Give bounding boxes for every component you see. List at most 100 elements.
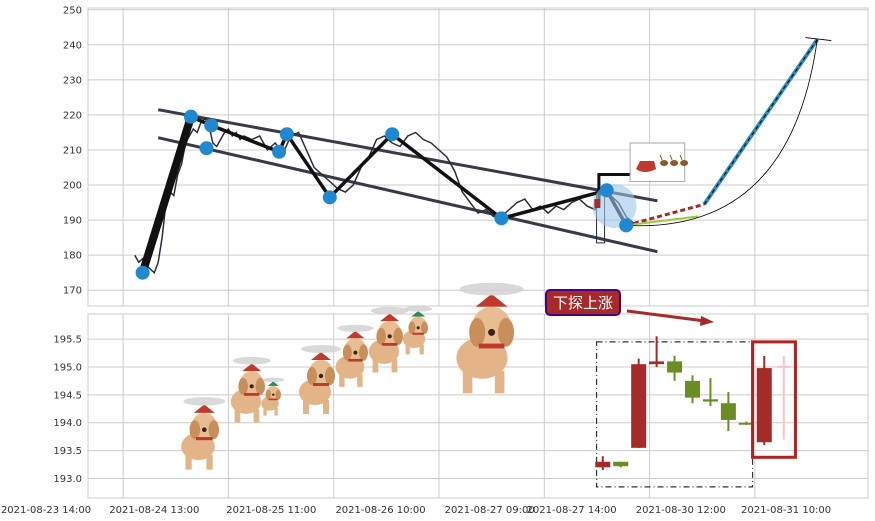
dog-leg — [494, 370, 505, 394]
antler — [659, 154, 663, 161]
dog-nose — [488, 328, 496, 336]
annotation-label: 下探上涨 — [553, 294, 613, 312]
x-tick-label: 2021-08-25 11:00 — [226, 505, 316, 516]
top-y-ticks: 170 180 190 200 210 220 230 240 250 — [63, 5, 82, 296]
candle-body — [685, 380, 700, 398]
dog-leg — [372, 359, 379, 373]
top-y-tick-label: 220 — [63, 110, 82, 121]
dog-icon — [335, 324, 374, 387]
dog-nose — [387, 334, 392, 339]
top-y-tick-label: 240 — [63, 40, 82, 51]
dog-ear — [238, 377, 248, 395]
candle-body — [756, 368, 772, 443]
projection-leg-2-dash — [703, 39, 818, 205]
dog-ear — [469, 318, 486, 347]
x-tick-label: 2021-08-23 14:00 — [1, 505, 91, 516]
dog-nose — [318, 373, 324, 379]
dog-icon — [261, 377, 285, 416]
top-grid — [88, 8, 868, 306]
dog-ear — [189, 420, 201, 440]
candle-body — [738, 422, 754, 425]
dog-hat — [475, 294, 508, 307]
dog-ear — [208, 420, 219, 440]
candle-body — [720, 403, 736, 420]
propeller-icon — [404, 306, 433, 312]
bottom-y-ticks: 193.0 193.5 194.0 194.5 195.0 195.5 — [53, 335, 82, 485]
dog-collar — [313, 383, 329, 386]
top-y-tick-label: 200 — [63, 181, 82, 192]
x-tick-label: 2021-08-30 12:00 — [636, 505, 726, 516]
dog-ear — [498, 318, 514, 347]
dog-collar — [382, 342, 398, 346]
candle-body — [702, 399, 718, 402]
dog-ear — [421, 321, 428, 335]
candle-body — [595, 461, 611, 468]
zigzag-line — [140, 114, 628, 274]
dog-nose — [272, 393, 275, 396]
pivot-point — [199, 141, 214, 156]
dog-ear — [359, 344, 368, 361]
dog-icon — [368, 306, 409, 373]
pivot-point — [279, 127, 294, 142]
dog-leg — [462, 370, 473, 394]
reindeer — [670, 159, 679, 166]
bottom-grid — [88, 314, 868, 498]
top-plot-layer — [134, 37, 832, 280]
dog-leg — [323, 400, 329, 414]
top-y-tick-label: 180 — [63, 251, 82, 262]
top-y-tick-label: 190 — [63, 216, 82, 227]
propeller-icon — [370, 306, 409, 315]
dog-collar — [244, 392, 260, 396]
dog-leg — [339, 374, 345, 387]
annotation-arrow-head — [700, 316, 714, 326]
pivot-point — [204, 118, 219, 133]
top-y-tick-label: 210 — [63, 145, 82, 156]
dog-ear — [376, 327, 386, 345]
top-y-tick-label: 230 — [63, 75, 82, 86]
reindeer — [680, 159, 689, 166]
annotation-layer: 下探上涨 — [545, 289, 621, 316]
bottom-plot-layer — [595, 309, 797, 488]
dog-collar — [268, 398, 278, 401]
dog-icon — [456, 282, 524, 394]
dog-collar — [348, 358, 363, 362]
x-tick-label: 2021-08-27 09:00 — [445, 505, 535, 516]
dog-nose — [249, 384, 254, 389]
antler — [679, 154, 683, 161]
sleigh-body — [636, 160, 657, 172]
dog-leg — [206, 454, 213, 470]
dog-nose — [353, 350, 358, 355]
pivot-point — [619, 218, 634, 233]
dog-hat — [193, 404, 215, 413]
dog-leg — [274, 407, 278, 416]
dog-collar — [478, 343, 505, 349]
x-tick-label: 2021-08-31 10:00 — [741, 505, 831, 516]
reindeer — [660, 159, 669, 166]
dog-ear — [307, 367, 317, 385]
propeller-icon — [262, 377, 285, 383]
dog-leg — [391, 359, 398, 373]
candle-body — [631, 364, 647, 448]
pivot-point — [322, 190, 337, 205]
bottom-y-tick-label: 195.0 — [53, 362, 82, 373]
price-red-marker — [594, 199, 601, 209]
dog-hat — [411, 311, 426, 317]
dog-ear — [408, 321, 416, 335]
dog-leg — [303, 400, 309, 414]
bottom-y-tick-label: 194.5 — [53, 390, 82, 401]
top-y-tick-label: 250 — [63, 5, 82, 16]
propeller-icon — [301, 345, 341, 353]
dog-collar — [195, 437, 213, 441]
projection-tick — [805, 37, 832, 41]
propeller-icon — [183, 397, 226, 406]
bottom-y-tick-label: 193.0 — [53, 474, 82, 485]
dog-hat — [311, 352, 331, 360]
dog-icon — [299, 345, 341, 414]
x-tick-label: 2021-08-27 14:00 — [527, 505, 617, 516]
candle-body — [613, 461, 629, 467]
bottom-y-tick-label: 193.5 — [53, 446, 82, 457]
x-tick-label: 2021-08-24 13:00 — [109, 505, 199, 516]
pivot-point — [385, 127, 400, 142]
